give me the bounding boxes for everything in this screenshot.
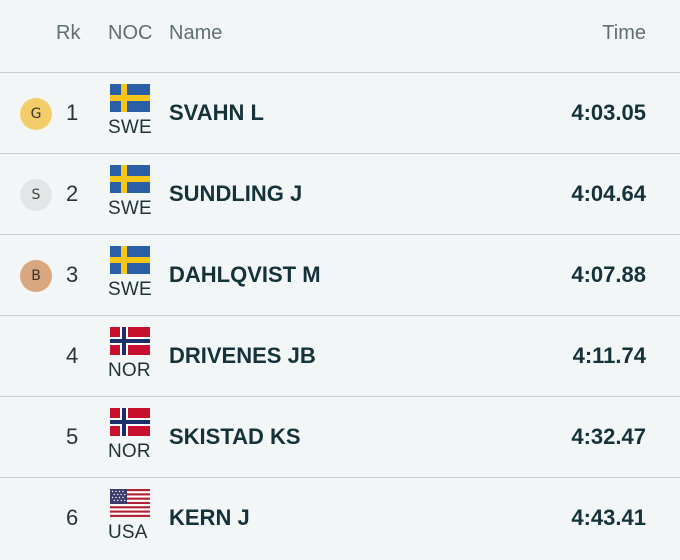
- header-noc: NOC: [108, 22, 153, 44]
- athlete-name[interactable]: SUNDLING J: [169, 181, 303, 206]
- result-time: 4:04.64: [571, 181, 646, 206]
- rank-value: 3: [66, 262, 79, 287]
- bronze-medal-badge: B: [20, 260, 52, 292]
- result-time: 4:32.47: [571, 424, 646, 449]
- rank-value: 4: [66, 343, 79, 368]
- rank-value: 5: [66, 424, 79, 449]
- athlete-name[interactable]: KERN J: [169, 505, 250, 530]
- header-rank: Rk: [56, 22, 81, 44]
- rank-value: 1: [66, 100, 79, 125]
- athlete-name[interactable]: DRIVENES JB: [169, 343, 316, 368]
- noc-code: NOR: [108, 441, 151, 462]
- noc-code: SWE: [108, 198, 152, 219]
- table-row[interactable]: G 1 SWE SVAHN L 4:03.05: [0, 73, 680, 154]
- noc-code: USA: [108, 522, 148, 543]
- table-row[interactable]: S 2 SWE SUNDLING J 4:04.64: [0, 154, 680, 235]
- table-row[interactable]: 4 NOR DRIVENES JB 4:11.74: [0, 316, 680, 397]
- usa-flag-icon: [110, 489, 150, 517]
- result-time: 4:11.74: [572, 343, 646, 368]
- norway-flag-icon: [110, 327, 150, 355]
- table-header: Rk NOC Name Time: [0, 0, 680, 73]
- norway-flag-icon: [110, 408, 150, 436]
- table-row[interactable]: B 3 SWE DAHLQVIST M 4:07.88: [0, 235, 680, 316]
- silver-medal-badge: S: [20, 179, 52, 211]
- athlete-name[interactable]: SKISTAD KS: [169, 424, 301, 449]
- result-time: 4:07.88: [571, 262, 646, 287]
- result-time: 4:43.41: [571, 505, 646, 530]
- sweden-flag-icon: [110, 246, 150, 274]
- result-time: 4:03.05: [571, 100, 646, 125]
- header-name: Name: [169, 22, 223, 44]
- gold-medal-badge: G: [20, 98, 52, 130]
- athlete-name[interactable]: SVAHN L: [169, 100, 264, 125]
- noc-code: SWE: [108, 117, 152, 138]
- noc-code: SWE: [108, 279, 152, 300]
- table-row[interactable]: 6 USA KERN J 4:43.41: [0, 478, 680, 559]
- athlete-name[interactable]: DAHLQVIST M: [169, 262, 321, 287]
- sweden-flag-icon: [110, 84, 150, 112]
- header-time: Time: [602, 22, 646, 44]
- table-row[interactable]: 5 NOR SKISTAD KS 4:32.47: [0, 397, 680, 478]
- rank-value: 2: [66, 181, 79, 206]
- sweden-flag-icon: [110, 165, 150, 193]
- noc-code: NOR: [108, 360, 151, 381]
- rank-value: 6: [66, 505, 79, 530]
